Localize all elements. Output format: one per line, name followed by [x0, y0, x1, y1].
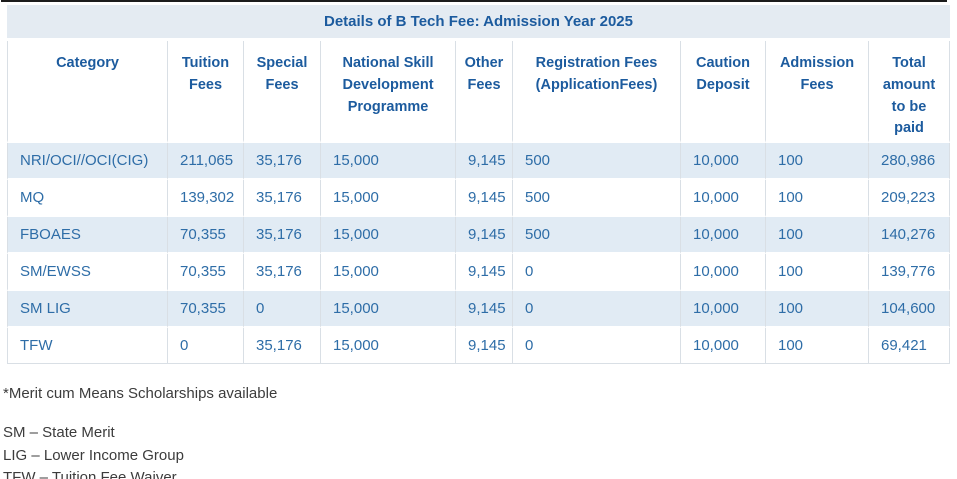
- cell-registration-fees: 0: [513, 328, 681, 364]
- abbr-sm: SM – State Merit: [3, 424, 115, 441]
- cell-admission-fees: 100: [766, 180, 869, 217]
- cell-total-amount: 139,776: [869, 254, 950, 291]
- cell-nsdp: 15,000: [321, 143, 456, 180]
- table-row-tfw: TFW 0 35,176 15,000 9,145 0 10,000 100 6…: [7, 328, 950, 364]
- cell-admission-fees: 100: [766, 217, 869, 254]
- header-row: Category Tuition Fees Special Fees Natio…: [7, 41, 950, 143]
- cell-category: MQ: [7, 180, 168, 217]
- cell-category: SM LIG: [7, 291, 168, 328]
- cell-registration-fees: 500: [513, 217, 681, 254]
- cell-other-fees: 9,145: [456, 180, 513, 217]
- cell-nsdp: 15,000: [321, 180, 456, 217]
- cell-caution-deposit: 10,000: [681, 254, 766, 291]
- cell-tuition-fees: 211,065: [168, 143, 244, 180]
- cell-total-amount: 104,600: [869, 291, 950, 328]
- table-row-mq: MQ 139,302 35,176 15,000 9,145 500 10,00…: [7, 180, 950, 217]
- cell-other-fees: 9,145: [456, 291, 513, 328]
- cell-special-fees: 0: [244, 291, 321, 328]
- cell-other-fees: 9,145: [456, 254, 513, 291]
- cell-registration-fees: 0: [513, 254, 681, 291]
- cell-tuition-fees: 139,302: [168, 180, 244, 217]
- table-title: Details of B Tech Fee: Admission Year 20…: [7, 5, 950, 38]
- cell-caution-deposit: 10,000: [681, 291, 766, 328]
- scholarship-note: *Merit cum Means Scholarships available: [3, 385, 278, 402]
- cell-tuition-fees: 70,355: [168, 217, 244, 254]
- cell-admission-fees: 100: [766, 254, 869, 291]
- col-header-total-amount: Total amount to be paid: [869, 41, 950, 143]
- cell-special-fees: 35,176: [244, 143, 321, 180]
- col-header-caution-deposit: Caution Deposit: [681, 41, 766, 143]
- cell-admission-fees: 100: [766, 143, 869, 180]
- col-header-nsdp: National Skill Development Programme: [321, 41, 456, 143]
- cell-caution-deposit: 10,000: [681, 328, 766, 364]
- cell-registration-fees: 0: [513, 291, 681, 328]
- cell-special-fees: 35,176: [244, 180, 321, 217]
- cell-caution-deposit: 10,000: [681, 143, 766, 180]
- col-header-other-fees: Other Fees: [456, 41, 513, 143]
- footnotes: *Merit cum Means Scholarships available …: [3, 384, 957, 479]
- abbr-lig: LIG – Lower Income Group: [3, 446, 184, 464]
- cell-tuition-fees: 70,355: [168, 291, 244, 328]
- cell-special-fees: 35,176: [244, 254, 321, 291]
- cell-nsdp: 15,000: [321, 217, 456, 254]
- cell-category: NRI/OCI//OCI(CIG): [7, 143, 168, 180]
- col-header-tuition-fees: Tuition Fees: [168, 41, 244, 143]
- table-row-sm-ewss: SM/EWSS 70,355 35,176 15,000 9,145 0 10,…: [7, 254, 950, 291]
- top-divider: [1, 0, 947, 2]
- cell-admission-fees: 100: [766, 328, 869, 364]
- cell-special-fees: 35,176: [244, 328, 321, 364]
- cell-nsdp: 15,000: [321, 328, 456, 364]
- col-header-special-fees: Special Fees: [244, 41, 321, 143]
- cell-other-fees: 9,145: [456, 143, 513, 180]
- cell-total-amount: 209,223: [869, 180, 950, 217]
- cell-tuition-fees: 0: [168, 328, 244, 364]
- cell-category: FBOAES: [7, 217, 168, 254]
- abbreviation-list: SM – State Merit LIG – Lower Income Grou…: [3, 422, 957, 479]
- cell-total-amount: 280,986: [869, 143, 950, 180]
- cell-caution-deposit: 10,000: [681, 180, 766, 217]
- col-header-registration-fees: Registration Fees (ApplicationFees): [513, 41, 681, 143]
- cell-nsdp: 15,000: [321, 254, 456, 291]
- table-row-nri: NRI/OCI//OCI(CIG) 211,065 35,176 15,000 …: [7, 143, 950, 180]
- cell-other-fees: 9,145: [456, 328, 513, 364]
- cell-nsdp: 15,000: [321, 291, 456, 328]
- cell-total-amount: 69,421: [869, 328, 950, 364]
- cell-caution-deposit: 10,000: [681, 217, 766, 254]
- cell-registration-fees: 500: [513, 180, 681, 217]
- cell-category: TFW: [7, 328, 168, 364]
- col-header-admission-fees: Admission Fees: [766, 41, 869, 143]
- cell-special-fees: 35,176: [244, 217, 321, 254]
- cell-other-fees: 9,145: [456, 217, 513, 254]
- cell-admission-fees: 100: [766, 291, 869, 328]
- fee-table: Category Tuition Fees Special Fees Natio…: [7, 41, 950, 364]
- abbr-tfw: TFW – Tuition Fee Waiver: [3, 469, 177, 479]
- col-header-category: Category: [7, 41, 168, 143]
- cell-registration-fees: 500: [513, 143, 681, 180]
- fee-table-section: Details of B Tech Fee: Admission Year 20…: [7, 5, 950, 364]
- table-row-fboaes: FBOAES 70,355 35,176 15,000 9,145 500 10…: [7, 217, 950, 254]
- cell-tuition-fees: 70,355: [168, 254, 244, 291]
- table-row-sm-lig: SM LIG 70,355 0 15,000 9,145 0 10,000 10…: [7, 291, 950, 328]
- cell-category: SM/EWSS: [7, 254, 168, 291]
- cell-total-amount: 140,276: [869, 217, 950, 254]
